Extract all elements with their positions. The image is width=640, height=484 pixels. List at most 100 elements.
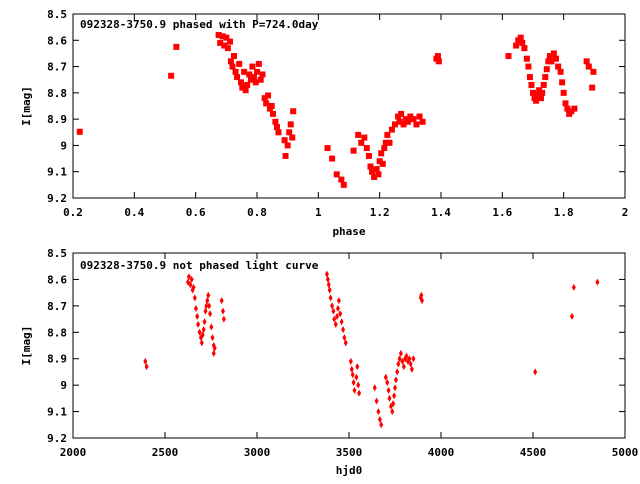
x-tick-label: 0.4 — [124, 206, 144, 219]
data-point — [435, 58, 442, 65]
data-point — [562, 100, 569, 107]
data-point — [333, 171, 340, 178]
data-point — [335, 312, 340, 320]
data-point — [519, 39, 526, 46]
data-point — [168, 72, 175, 79]
x-tick-label: 3000 — [244, 446, 271, 459]
data-point — [220, 307, 225, 315]
data-point — [400, 121, 407, 128]
data-point — [367, 163, 374, 170]
data-point — [409, 365, 414, 373]
x-tick-label: 5000 — [612, 446, 639, 459]
data-point — [398, 110, 405, 117]
data-point — [192, 294, 197, 302]
data-point — [585, 63, 592, 70]
x-tick-label: 2500 — [152, 446, 179, 459]
data-point — [350, 147, 357, 154]
x-tick-label: 2 — [622, 206, 629, 219]
x-axis-label: phase — [332, 225, 365, 238]
x-tick-label: 0.6 — [186, 206, 206, 219]
data-point — [571, 283, 576, 291]
data-point — [209, 323, 214, 331]
data-point — [559, 79, 566, 86]
data-point — [268, 103, 275, 109]
data-point — [523, 55, 530, 62]
data-point — [385, 379, 390, 386]
y-axis-label: I[mag] — [20, 86, 33, 126]
data-point — [376, 158, 383, 165]
data-point — [252, 79, 259, 86]
data-point — [211, 349, 216, 357]
data-point — [275, 129, 282, 136]
data-point — [205, 297, 210, 305]
data-point — [413, 121, 420, 128]
data-point — [533, 97, 540, 104]
data-point — [281, 137, 288, 144]
data-point — [239, 84, 246, 91]
data-point — [358, 139, 365, 146]
data-point — [361, 134, 368, 141]
data-point — [363, 145, 370, 152]
data-point — [247, 76, 254, 83]
data-point — [272, 118, 279, 125]
data-point — [238, 79, 245, 86]
data-point — [255, 60, 262, 67]
data-point — [338, 176, 345, 183]
data-point — [250, 74, 257, 81]
y-tick-label: 9 — [60, 379, 67, 392]
x-tick-label: 2000 — [60, 446, 87, 459]
y-tick-label: 8.8 — [47, 87, 67, 100]
data-point — [521, 45, 528, 52]
x-axis-label: hjd0 — [336, 464, 363, 477]
data-point — [189, 275, 194, 283]
data-point — [335, 305, 340, 312]
data-point — [325, 275, 330, 283]
data-point — [199, 339, 204, 347]
tick-marks — [72, 252, 626, 439]
y-tick-labels: 8.5 8.6 8.7 8.8 8.9 9 9.1 9.2 — [47, 8, 67, 205]
data-point — [242, 87, 249, 94]
data-point — [290, 108, 297, 115]
data-point — [219, 297, 224, 305]
data-point — [396, 118, 403, 125]
data-point — [373, 166, 380, 173]
data-point — [332, 315, 337, 323]
data-point — [395, 368, 400, 376]
data-point — [282, 152, 289, 159]
data-point — [374, 397, 379, 405]
data-point — [333, 320, 338, 328]
data-point — [221, 42, 228, 49]
chart-title: 092328-3750.9 phased with P=724.0day — [80, 18, 319, 31]
data-point — [246, 71, 253, 78]
data-point — [539, 89, 546, 96]
data-point — [550, 50, 557, 57]
data-point — [392, 392, 397, 400]
y-tick-label: 9.2 — [47, 432, 67, 445]
unphased-light-curve-panel: 2000 2500 3000 3500 4000 4500 5000 8.58.68.78.… — [20, 247, 638, 477]
data-point — [331, 307, 336, 315]
data-point — [530, 89, 536, 96]
data-point — [76, 128, 83, 135]
x-tick-label: 3500 — [336, 446, 363, 459]
data-point — [212, 344, 217, 352]
data-point — [545, 58, 552, 65]
data-point — [200, 331, 205, 339]
data-point — [249, 63, 256, 70]
y-tick-label: 8.7 — [47, 61, 67, 74]
data-point — [416, 113, 423, 120]
data-point — [342, 334, 347, 342]
data-point — [355, 363, 360, 371]
y-tick-label: 9 — [60, 139, 67, 152]
y-tick-label: 9.2 — [47, 192, 67, 205]
data-point — [546, 53, 553, 60]
data-point — [390, 408, 395, 416]
data-point — [241, 68, 248, 75]
data-point — [265, 92, 272, 99]
data-point — [219, 33, 226, 40]
data-point — [568, 108, 575, 115]
data-point — [193, 305, 198, 312]
data-point — [553, 55, 559, 62]
data-point — [227, 58, 234, 65]
data-point — [340, 181, 347, 188]
